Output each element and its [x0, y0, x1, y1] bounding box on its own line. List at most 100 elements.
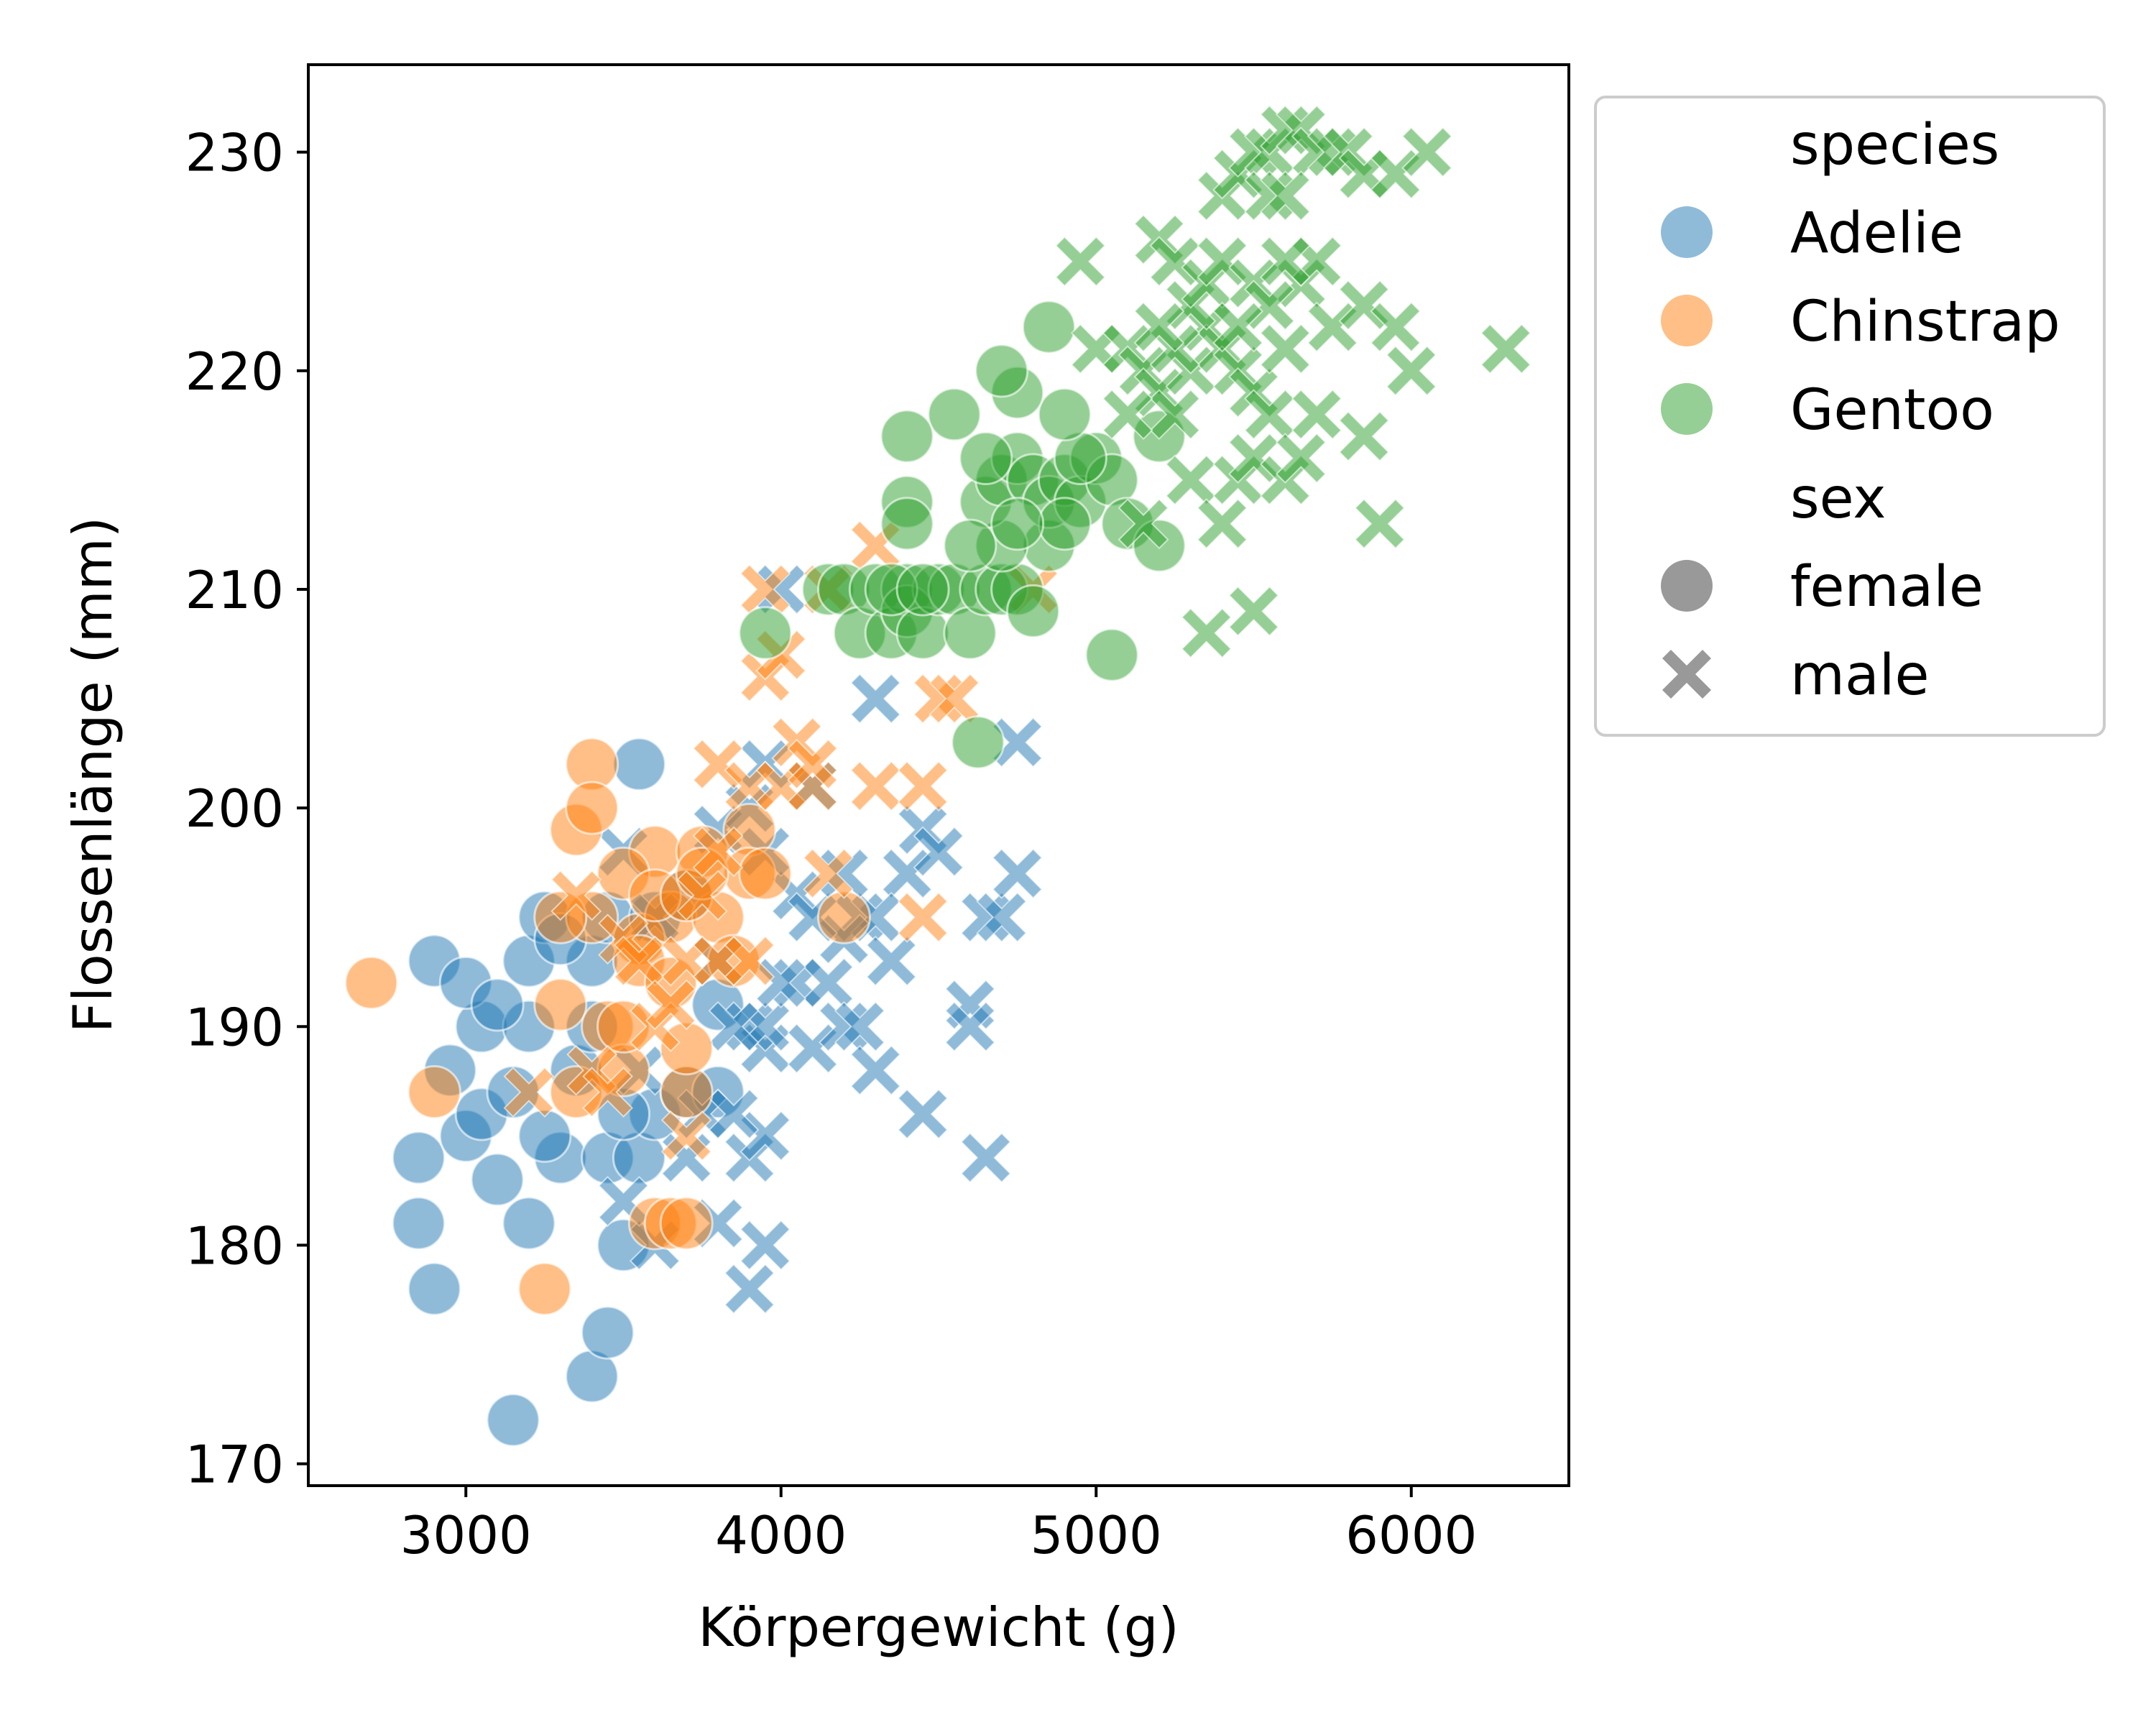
point-adelie-male: [724, 1263, 775, 1315]
y-tick-label: 170: [185, 1435, 284, 1495]
legend-marker-gentoo: [1661, 383, 1713, 435]
point-adelie-female: [486, 1065, 540, 1120]
point-adelie-male: [740, 1110, 791, 1162]
point-adelie-male: [944, 1000, 996, 1052]
point-adelie-male: [708, 1088, 760, 1140]
y-tick-label: 210: [185, 560, 284, 620]
y-tick-label: 180: [185, 1215, 284, 1276]
point-chinstrap-male: [787, 738, 839, 790]
y-tick-label: 230: [185, 123, 284, 183]
point-chinstrap-male: [645, 979, 696, 1031]
point-gentoo-female: [1021, 300, 1076, 354]
point-gentoo-male: [1197, 498, 1248, 550]
point-gentoo-male: [1480, 323, 1531, 374]
x-tick-label: 5000: [1031, 1505, 1162, 1565]
point-adelie-female: [470, 1152, 525, 1207]
legend-frame: [1594, 96, 2106, 737]
point-chinstrap-male: [897, 891, 949, 943]
point-chinstrap-female: [407, 1065, 461, 1120]
point-chinstrap-male: [676, 870, 728, 921]
point-gentoo-female: [1037, 497, 1092, 551]
legend-title-species: species: [1790, 113, 1999, 178]
point-gentoo-male: [1291, 389, 1342, 441]
point-gentoo-male: [1054, 236, 1106, 288]
y-tick-label: 220: [185, 341, 284, 402]
point-chinstrap-male: [660, 1110, 712, 1162]
point-gentoo-female: [975, 344, 1029, 398]
point-gentoo-male: [1259, 170, 1311, 221]
point-gentoo-male: [1149, 236, 1201, 288]
point-gentoo-female: [927, 387, 982, 442]
legend-marker-female: [1661, 560, 1713, 612]
point-chinstrap-male: [803, 847, 854, 899]
point-gentoo-male: [1401, 126, 1453, 178]
point-adelie-male: [913, 826, 964, 878]
point-adelie-male: [849, 1044, 901, 1096]
x-tick-label: 3000: [400, 1505, 532, 1565]
point-adelie-male: [849, 673, 901, 724]
legend-marker-chinstrap: [1661, 295, 1713, 346]
point-gentoo-female: [738, 606, 793, 661]
point-adelie-male: [834, 1000, 885, 1052]
point-adelie-female: [391, 1196, 446, 1251]
point-gentoo-male: [1181, 607, 1233, 659]
legend-label-female: female: [1790, 555, 1984, 620]
point-gentoo-male: [1370, 148, 1422, 200]
y-tick-label: 200: [185, 778, 284, 839]
point-gentoo-male: [1149, 389, 1201, 441]
point-gentoo-female: [895, 562, 950, 617]
point-adelie-female: [581, 1305, 635, 1360]
point-adelie-male: [897, 1088, 949, 1140]
point-adelie-male: [960, 1132, 1012, 1184]
legend-label-male: male: [1790, 643, 1929, 708]
point-chinstrap-male: [897, 760, 949, 812]
plot-frame: [307, 63, 1570, 1487]
legend-marker-male: [1662, 650, 1711, 699]
data-points: [344, 104, 1531, 1448]
legend-label-gentoo: Gentoo: [1790, 378, 1994, 443]
point-gentoo-male: [1133, 301, 1185, 353]
point-adelie-female: [612, 737, 666, 791]
point-adelie-male: [976, 891, 1028, 943]
x-axis-ticks: 3000 4000 5000 6000: [400, 1486, 1477, 1565]
legend-marker-adelie: [1661, 206, 1713, 258]
point-gentoo-male: [1212, 301, 1263, 353]
point-chinstrap-male: [550, 870, 602, 921]
point-chinstrap-female: [706, 934, 761, 988]
y-axis-ticks: 170 180 190 200 210 220 230: [185, 123, 308, 1495]
y-tick-label: 190: [185, 997, 284, 1057]
point-chinstrap-male: [692, 738, 744, 790]
point-gentoo-male: [1275, 433, 1327, 484]
point-adelie-female: [486, 1393, 540, 1448]
point-adelie-male: [708, 1000, 760, 1052]
point-gentoo-male: [1244, 280, 1295, 331]
point-adelie-female: [407, 1261, 461, 1316]
x-tick-label: 4000: [715, 1505, 847, 1565]
point-adelie-male: [992, 847, 1044, 899]
point-adelie-male: [787, 1023, 839, 1075]
legend-label-chinstrap: Chinstrap: [1790, 290, 2060, 354]
point-chinstrap-female: [816, 890, 871, 944]
point-adelie-male: [881, 847, 933, 899]
point-gentoo-male: [1338, 280, 1390, 331]
point-gentoo-male: [1228, 433, 1279, 484]
point-chinstrap-female: [344, 955, 399, 1010]
legend: species Adelie Chinstrap Gentoo sex fema…: [1594, 96, 2106, 737]
point-gentoo-male: [1370, 301, 1422, 353]
point-gentoo-male: [1102, 389, 1153, 441]
point-gentoo-female: [1006, 584, 1061, 638]
y-axis-title: Flossenlänge (mm): [61, 517, 124, 1033]
point-adelie-male: [740, 1220, 791, 1271]
point-adelie-male: [755, 957, 807, 1008]
point-gentoo-male: [1197, 236, 1248, 288]
point-adelie-female: [391, 1131, 446, 1185]
point-adelie-female: [502, 1196, 556, 1251]
point-chinstrap-male: [724, 935, 775, 987]
point-gentoo-female: [959, 431, 1013, 485]
point-adelie-male: [992, 717, 1044, 768]
point-gentoo-female: [1084, 627, 1139, 682]
point-gentoo-female: [990, 497, 1045, 551]
point-gentoo-female: [880, 497, 934, 551]
legend-label-adelie: Adelie: [1790, 201, 1963, 266]
